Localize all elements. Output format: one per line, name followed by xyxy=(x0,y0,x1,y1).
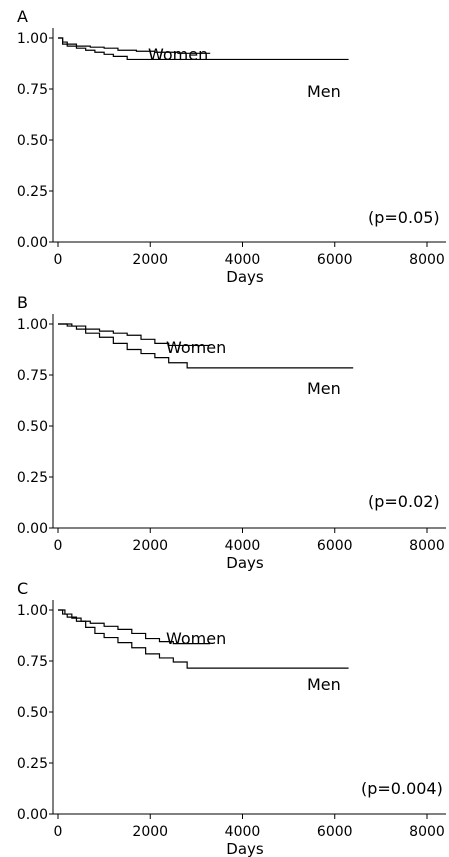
y-tick-label: 1.00 xyxy=(17,603,48,619)
y-tick-label: 0.00 xyxy=(17,521,48,537)
y-tick-label: 0.75 xyxy=(17,368,48,384)
series-label-women: Women xyxy=(166,338,226,357)
p-value-annotation: (p=0.02) xyxy=(368,492,440,511)
series-label-men: Men xyxy=(307,675,341,694)
series-label-women: Women xyxy=(166,629,226,648)
x-tick-label: 6000 xyxy=(317,538,353,554)
x-tick-label: 0 xyxy=(54,252,63,268)
curve-women xyxy=(58,609,211,645)
x-tick-label: 2000 xyxy=(132,252,168,268)
series-label-women: Women xyxy=(148,45,208,64)
x-axis-label: Days xyxy=(226,554,264,572)
x-tick-label: 4000 xyxy=(225,824,261,840)
y-tick-label: 0.00 xyxy=(17,235,48,251)
y-tick-label: 0.25 xyxy=(17,470,48,486)
p-value-annotation: (p=0.004) xyxy=(361,779,443,798)
curve-men xyxy=(58,323,354,369)
chart-panel-C: C 0.00 0.25 0.50 0.75 1.00 0 2000 4000 6000 8000 Da… xyxy=(17,579,446,857)
x-axis-label: Days xyxy=(226,268,264,286)
y-tick-label: 0.50 xyxy=(17,419,48,435)
panel-label: B xyxy=(17,293,28,312)
y-tick-label: 0.50 xyxy=(17,133,48,149)
x-tick-label: 6000 xyxy=(317,252,353,268)
chart-panel-A: A 0.00 0.25 0.50 0.75 1.00 0 2000 4000 6000 8000 Da… xyxy=(17,7,446,286)
y-tick-label: 1.00 xyxy=(17,317,48,333)
panel-label: C xyxy=(17,579,28,598)
y-tick-label: 0.50 xyxy=(17,705,48,721)
series-label-men: Men xyxy=(307,379,341,398)
x-tick-label: 2000 xyxy=(132,824,168,840)
y-tick-label: 0.75 xyxy=(17,654,48,670)
y-tick-label: 0.00 xyxy=(17,807,48,823)
x-tick-label: 0 xyxy=(54,538,63,554)
x-tick-label: 8000 xyxy=(409,824,445,840)
x-tick-label: 0 xyxy=(54,824,63,840)
series-label-men: Men xyxy=(307,82,341,101)
y-tick-label: 1.00 xyxy=(17,31,48,47)
curve-women xyxy=(58,37,211,54)
x-tick-label: 6000 xyxy=(317,824,353,840)
x-tick-label: 4000 xyxy=(225,538,261,554)
curve-men xyxy=(58,37,349,61)
x-tick-label: 4000 xyxy=(225,252,261,268)
curve-women xyxy=(58,323,211,347)
panel-label: A xyxy=(17,7,28,26)
x-tick-label: 2000 xyxy=(132,538,168,554)
p-value-annotation: (p=0.05) xyxy=(368,208,440,227)
curve-men xyxy=(58,609,349,669)
x-axis-label: Days xyxy=(226,840,264,857)
chart-panel-B: B 0.00 0.25 0.50 0.75 1.00 0 2000 4000 6000 8000 Da… xyxy=(17,293,446,572)
y-tick-label: 0.25 xyxy=(17,756,48,772)
x-tick-label: 8000 xyxy=(409,538,445,554)
y-tick-label: 0.25 xyxy=(17,184,48,200)
y-tick-label: 0.75 xyxy=(17,82,48,98)
x-tick-label: 8000 xyxy=(409,252,445,268)
